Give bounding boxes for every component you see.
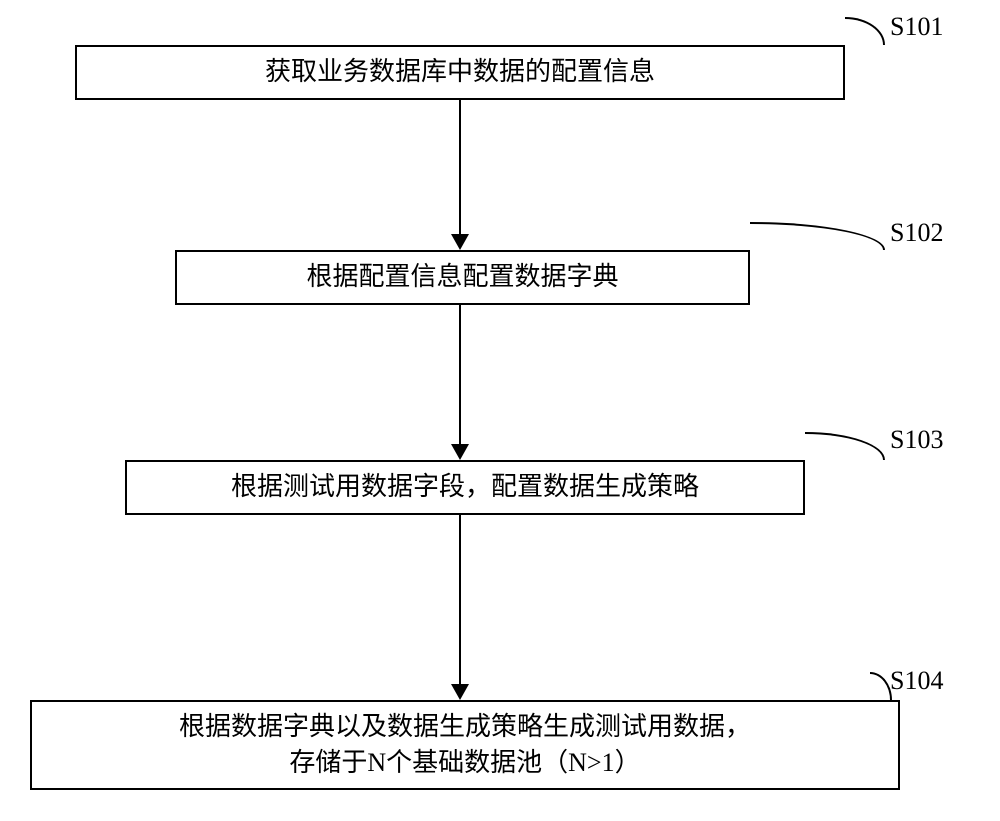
arrow-line-3: [459, 515, 461, 684]
arrow-line-1: [459, 100, 461, 234]
step-box-s101: 获取业务数据库中数据的配置信息: [75, 45, 845, 100]
flowchart-container: 获取业务数据库中数据的配置信息 S101 根据配置信息配置数据字典 S102 根…: [0, 0, 1000, 821]
leader-curve-s104: [870, 672, 892, 700]
step-text-s104-line2: 存储于N个基础数据池（N>1）: [179, 745, 751, 781]
step-box-s103: 根据测试用数据字段，配置数据生成策略: [125, 460, 805, 515]
step-box-s102: 根据配置信息配置数据字典: [175, 250, 750, 305]
step-text-s103: 根据测试用数据字段，配置数据生成策略: [231, 469, 699, 505]
step-label-s103: S103: [890, 425, 943, 455]
step-box-s104: 根据数据字典以及数据生成策略生成测试用数据， 存储于N个基础数据池（N>1）: [30, 700, 900, 790]
step-text-s104: 根据数据字典以及数据生成策略生成测试用数据， 存储于N个基础数据池（N>1）: [179, 709, 751, 782]
step-label-s101: S101: [890, 12, 943, 42]
leader-curve-s102: [750, 222, 885, 250]
arrow-head-2: [451, 444, 469, 460]
arrow-line-2: [459, 305, 461, 444]
step-text-s104-line1: 根据数据字典以及数据生成策略生成测试用数据，: [179, 709, 751, 745]
arrow-head-3: [451, 684, 469, 700]
leader-curve-s101: [845, 17, 885, 45]
step-text-s101: 获取业务数据库中数据的配置信息: [265, 54, 655, 90]
leader-curve-s103: [805, 432, 885, 460]
step-label-s102: S102: [890, 218, 943, 248]
step-text-s102: 根据配置信息配置数据字典: [306, 259, 618, 295]
arrow-head-1: [451, 234, 469, 250]
step-label-s104: S104: [890, 666, 943, 696]
